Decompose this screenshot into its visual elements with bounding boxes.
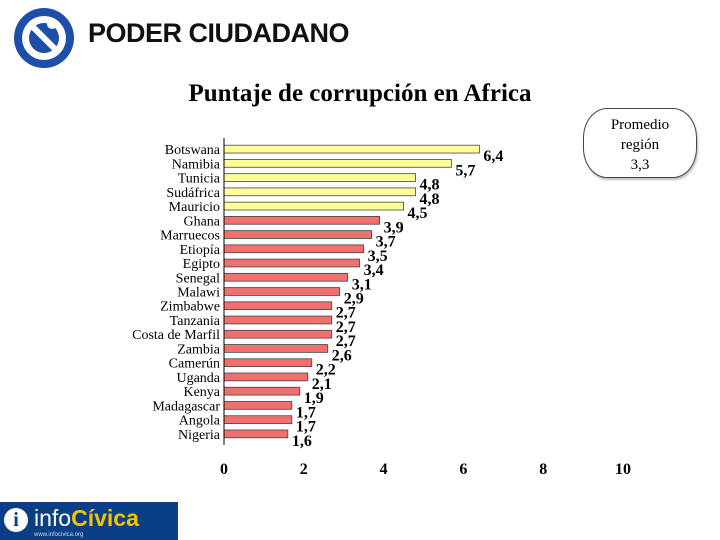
category-label: Mauricio xyxy=(169,200,220,215)
value-label: 4,8 xyxy=(420,177,440,194)
x-tick-label: 0 xyxy=(220,461,228,478)
bar xyxy=(223,173,416,182)
callout-line-1: Promedio xyxy=(610,117,670,133)
callout-line-2: región xyxy=(620,137,660,153)
value-label: 2,6 xyxy=(332,347,352,364)
value-label: 3,5 xyxy=(368,248,388,265)
category-label: Uganda xyxy=(176,371,220,386)
category-label: Zambia xyxy=(177,342,221,357)
value-label: 3,7 xyxy=(376,234,396,251)
x-tick-label: 2 xyxy=(300,461,308,478)
bar xyxy=(223,372,309,382)
value-label: 3,4 xyxy=(364,262,384,279)
bar xyxy=(223,287,341,296)
bar xyxy=(223,401,293,410)
value-label: 5,7 xyxy=(455,162,475,179)
value-label: 1,7 xyxy=(296,419,316,436)
bar xyxy=(223,272,349,282)
category-label: Egipto xyxy=(183,257,220,272)
footer-brand: infoCívica xyxy=(34,505,139,532)
footer-brand-part2: Cívica xyxy=(71,505,139,531)
category-label: Senegal xyxy=(176,271,220,286)
value-label: 1,9 xyxy=(304,390,324,407)
value-label: 2,1 xyxy=(312,376,332,393)
footer-url: www.infocivica.org xyxy=(34,532,84,538)
value-label: 2,9 xyxy=(344,291,364,308)
category-label: Etiopía xyxy=(180,243,221,258)
bar xyxy=(223,301,333,311)
bar xyxy=(223,429,289,439)
info-i-icon: i xyxy=(4,508,28,532)
poder-ciudadano-logo-icon xyxy=(14,8,74,68)
category-label: Nigeria xyxy=(178,428,221,443)
value-label: 3,9 xyxy=(384,219,404,236)
bar xyxy=(223,315,333,325)
value-label: 2,2 xyxy=(316,362,336,379)
bar xyxy=(223,258,361,268)
bar xyxy=(223,386,301,396)
category-label: Zimbabwe xyxy=(160,300,220,315)
category-label: Botswana xyxy=(165,143,221,158)
category-label: Ghana xyxy=(183,214,220,229)
value-label: 2,7 xyxy=(336,333,356,350)
bar xyxy=(223,358,313,368)
bar xyxy=(223,201,404,211)
x-tick-label: 6 xyxy=(459,461,467,478)
value-label: 2,7 xyxy=(336,319,356,336)
average-callout: Promedio región 3,3 xyxy=(583,108,697,178)
category-label: Kenya xyxy=(183,385,220,400)
value-label: 4,8 xyxy=(420,191,440,208)
bar xyxy=(223,244,365,254)
bar xyxy=(223,159,452,168)
category-label: Marruecos xyxy=(160,229,220,244)
callout-line-3: 3,3 xyxy=(630,157,650,173)
bar xyxy=(223,144,480,154)
x-tick-label: 8 xyxy=(539,461,547,478)
bar xyxy=(223,215,381,225)
value-label: 6,4 xyxy=(483,148,503,165)
category-label: Madagascar xyxy=(152,399,220,414)
category-label: Tanzania xyxy=(170,314,221,329)
x-tick-label: 4 xyxy=(380,461,388,478)
value-label: 1,6 xyxy=(292,433,312,450)
bar xyxy=(223,187,416,197)
x-tick-label: 10 xyxy=(615,461,631,478)
value-label: 2,7 xyxy=(336,305,356,322)
category-label: Costa de Marfil xyxy=(132,328,220,343)
chart-title: Puntaje de corrupción en Africa xyxy=(188,80,532,107)
category-label: Sudáfrica xyxy=(166,186,220,201)
category-label: Namibia xyxy=(172,157,221,172)
bar xyxy=(223,344,329,353)
category-label: Tunicia xyxy=(178,172,221,187)
value-label: 4,5 xyxy=(408,205,428,222)
bar xyxy=(223,415,293,424)
value-label: 3,1 xyxy=(352,276,372,293)
brand-name: PODER CIUDADANO xyxy=(88,18,350,48)
bar xyxy=(223,329,333,339)
infocivica-logo: i infoCívica www.infocivica.org xyxy=(0,502,178,540)
bars-layer xyxy=(223,144,480,439)
category-label: Malawi xyxy=(177,286,220,301)
bar xyxy=(223,230,373,239)
category-label: Angola xyxy=(179,414,221,429)
value-label: 1,7 xyxy=(296,404,316,421)
axis-layer: Botswana 6,4 Namibia 5,7 Tunicia 4,8 Sudáfrica… xyxy=(132,138,631,478)
bar-chart: Botswana 6,4 Namibia 5,7 Tunicia 4,8 Sudáfrica… xyxy=(132,138,631,478)
category-label: Camerún xyxy=(169,357,220,372)
footer-brand-part1: info xyxy=(34,505,72,531)
